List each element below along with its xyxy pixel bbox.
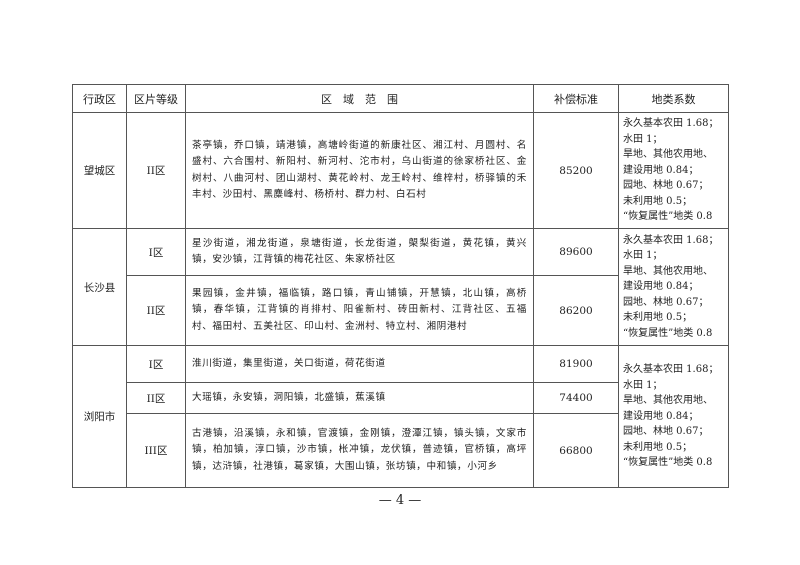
area-cell: 星沙街道，湘龙街道，泉塘街道，长龙街道，㮾梨街道，黄花镇，黄兴镇，安沙镇，江背镇… [185,228,534,276]
table-row: 望城区 II区 茶亭镇，乔口镇，靖港镇，高塘岭街道的新康社区、湘江村、月圆村、名… [72,112,729,229]
coefficient-line: 永久基本农田 1.68； [623,234,719,246]
district-cell: 浏阳市 [72,345,127,488]
area-cell: 茶亭镇，乔口镇，靖港镇，高塘岭街道的新康社区、湘江村、月圆村、名盛村、六合围村、… [185,112,534,229]
coefficient-line: 水田 1； [623,379,663,391]
coefficient-line: “恢复属性”地类 0.8 [623,211,713,223]
coefficient-line: 旱地、其他农用地、 [623,149,713,161]
coefficient-line: 旱地、其他农用地、 [623,395,713,407]
coefficient-line: “恢复属性”地类 0.8 [623,327,713,339]
table-row: 长沙县 I区 星沙街道，湘龙街道，泉塘街道，长龙街道，㮾梨街道，黄花镇，黄兴镇，… [72,228,729,346]
coefficient-line: 水田 1； [623,250,663,262]
coefficient-line: 永久基本农田 1.68； [623,364,719,376]
coefficient-cell: 永久基本农田 1.68； 水田 1； 旱地、其他农用地、 建设用地 0.84； 园地、林… [618,345,729,488]
coefficient-cell: 永久基本农田 1.68； 水田 1； 旱地、其他农用地、 建设用地 0.84； 园地、林… [618,228,729,346]
coefficient-line: 建设用地 0.84； [623,281,699,293]
table-row: III区 古港镇，沿溪镇，永和镇，官渡镇，金刚镇，澄潭江镇，镇头镇，文家市镇，柏… [73,413,729,488]
coefficient-line: 未利用地 0.5； [623,312,693,324]
header-price: 补偿标准 [533,84,619,113]
header-grade: 区片等级 [126,84,186,113]
table-row: II区 大瑶镇，永安镇，洞阳镇，北盛镇，蕉溪镇 74400 [73,382,729,414]
grade-cell: II区 [126,112,186,229]
coefficient-line: 水田 1； [623,133,663,145]
coefficient-line: 未利用地 0.5； [623,195,693,207]
header-coefficient: 地类系数 [618,84,729,113]
coefficient-line: 永久基本农田 1.68； [623,118,719,130]
coefficient-line: 园地、林地 0.67； [623,296,709,308]
area-cell: 古港镇，沿溪镇，永和镇，官渡镇，金刚镇，澄潭江镇，镇头镇，文家市镇，柏加镇，淳口… [185,413,534,488]
table-row: 浏阳市 I区 淮川街道，集里街道，关口街道，荷花街道 81900 永久基本农田 … [72,345,729,488]
district-cell: 长沙县 [72,228,127,346]
coefficient-line: 建设用地 0.84； [623,164,699,176]
price-cell: 85200 [533,112,619,229]
grade-cell: I区 [126,345,186,383]
coefficient-line: 未利用地 0.5； [623,441,693,453]
price-cell: 74400 [533,382,619,414]
coefficient-line: 旱地、其他农用地、 [623,265,713,277]
grade-cell: I区 [126,228,186,276]
price-cell: 86200 [533,275,619,346]
header-district: 行政区 [72,84,127,113]
coefficient-line: “恢复属性”地类 0.8 [623,457,713,469]
header-row: 行政区 区片等级 区 域 范 围 补偿标准 地类系数 [72,84,729,113]
compensation-table: 行政区 区片等级 区 域 范 围 补偿标准 地类系数 望城区 II区 茶亭镇，乔… [72,84,729,488]
coefficient-line: 园地、林地 0.67； [623,426,709,438]
grade-cell: III区 [126,413,186,488]
page-number: — 4 — [378,493,422,508]
coefficient-line: 建设用地 0.84； [623,410,699,422]
price-cell: 89600 [533,228,619,276]
coefficient-line: 园地、林地 0.67； [623,180,709,192]
grade-cell: II区 [126,382,186,414]
area-cell: 大瑶镇，永安镇，洞阳镇，北盛镇，蕉溪镇 [185,382,534,414]
price-cell: 66800 [533,413,619,488]
price-cell: 81900 [533,345,619,383]
area-cell: 果园镇，金井镇，福临镇，路口镇，青山铺镇，开慧镇，北山镇，高桥镇，春华镇，江背镇… [185,275,534,346]
area-cell: 淮川街道，集里街道，关口街道，荷花街道 [185,345,534,383]
grade-cell: II区 [126,275,186,346]
district-cell: 望城区 [72,112,127,229]
table-row: II区 果园镇，金井镇，福临镇，路口镇，青山铺镇，开慧镇，北山镇，高桥镇，春华镇… [73,275,729,346]
coefficient-cell: 永久基本农田 1.68； 水田 1； 旱地、其他农用地、 建设用地 0.84； 园地、林… [618,112,729,229]
header-area: 区 域 范 围 [185,84,534,113]
